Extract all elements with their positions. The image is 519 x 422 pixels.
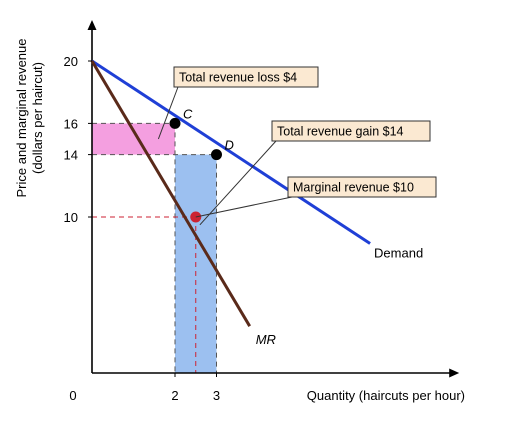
demand-curve (91, 59, 371, 245)
y-tick-label-14: 14 (64, 148, 78, 163)
shaded-regions (92, 123, 217, 373)
callout-text-3: Marginal revenue $10 (293, 181, 414, 195)
y-tick-label-20: 20 (64, 54, 78, 69)
callout-leader-3 (195, 196, 293, 218)
callout-leader-1 (157, 86, 179, 140)
point-d (211, 149, 222, 161)
callout-box-1 (173, 66, 319, 88)
mr-label: MR (256, 332, 276, 347)
callout-text-2: Total revenue gain $14 (277, 125, 404, 139)
origin-label: 0 (69, 388, 76, 403)
x-tick-label-2: 2 (171, 388, 178, 403)
y-axis-title-line-1: Price and marginal revenue (14, 39, 29, 198)
axes (87, 20, 460, 378)
callouts: Total revenue loss $4 Total revenue gain … (157, 66, 437, 226)
y-tick-label-16: 16 (64, 116, 78, 131)
point-label-c: C (183, 106, 193, 121)
curves: Demand MR (90, 59, 423, 347)
y-tick-label-10: 10 (64, 210, 78, 225)
callout-box-2 (271, 120, 431, 142)
y-axis-title-line-2: (dollars per haircut) (30, 62, 45, 174)
demand-label: Demand (374, 246, 423, 261)
point-c (169, 117, 181, 129)
callout-leader-2 (199, 140, 277, 226)
tick-labels: 20 16 14 10 2 3 (64, 54, 221, 403)
x-tick-label-3: 3 (213, 388, 220, 403)
dashed-guides (92, 122, 217, 373)
y-axis-arrow-icon (87, 20, 97, 30)
callout-text-1: Total revenue loss $4 (179, 71, 297, 85)
points: CD (169, 106, 234, 223)
callout-box-3 (287, 176, 437, 198)
x-axis-arrow-icon (449, 368, 460, 378)
mr-curve (90, 60, 251, 327)
point-label-d: D (225, 138, 234, 153)
x-axis-title: Quantity (haircuts per hour) (307, 388, 465, 403)
y-axis-title: Price and marginal revenue (dollars per … (14, 39, 45, 198)
